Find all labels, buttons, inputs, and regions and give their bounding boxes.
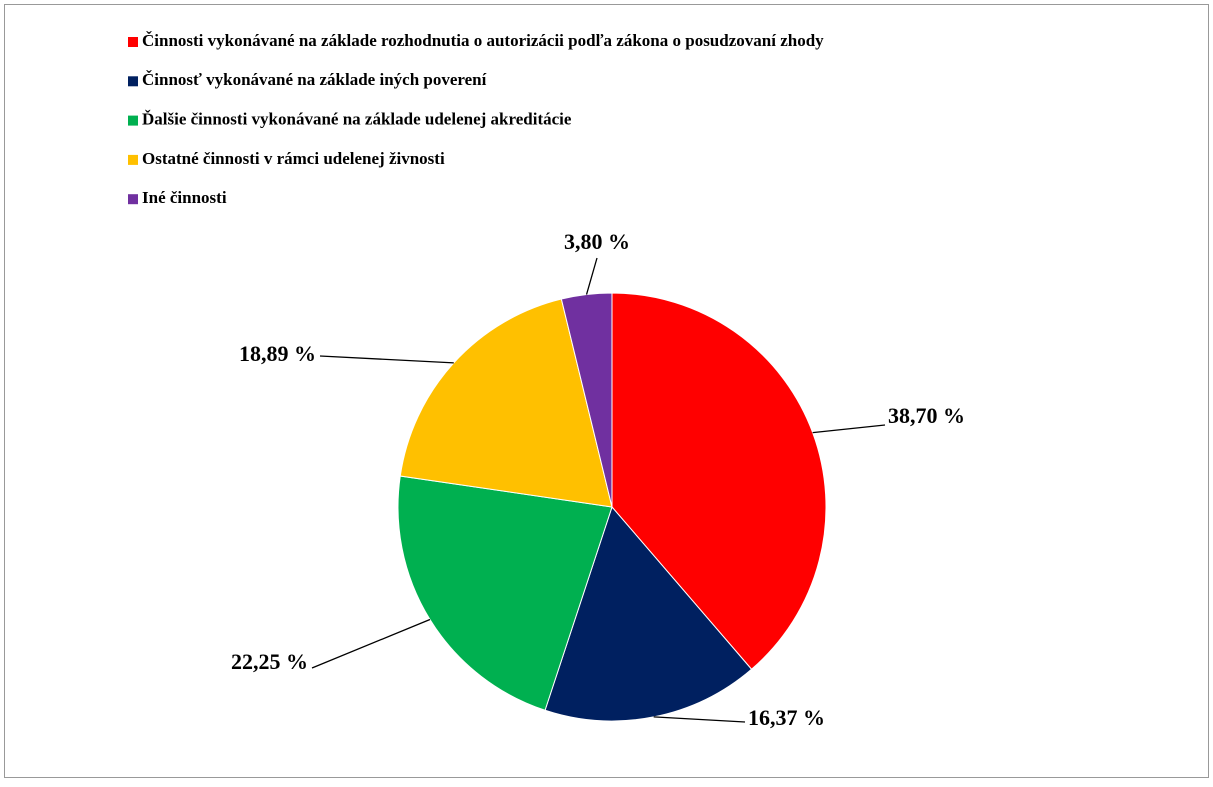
pie-slice bbox=[397, 475, 613, 711]
legend-label: Ďalšie činnosti vykonávané na základe ud… bbox=[142, 110, 572, 129]
leader-line bbox=[812, 424, 886, 434]
pie-slice bbox=[544, 506, 753, 722]
data-label: 38,70 % bbox=[888, 403, 965, 428]
pie-slice bbox=[611, 292, 827, 670]
leader-line bbox=[653, 716, 746, 723]
legend-swatch bbox=[128, 194, 138, 205]
leader-line bbox=[311, 618, 431, 669]
legend-label: Ostatné činnosti v rámci udelenej živnos… bbox=[142, 149, 445, 168]
pie-slice bbox=[560, 292, 613, 508]
data-label: 18,89 % bbox=[239, 341, 316, 366]
leader-line bbox=[585, 257, 598, 295]
legend-label: Činnosť vykonávané na základe iných pove… bbox=[142, 70, 487, 89]
legend-swatch bbox=[128, 76, 138, 87]
legend-swatch bbox=[128, 37, 138, 47]
data-label: 22,25 % bbox=[231, 649, 308, 674]
pie-slice bbox=[399, 298, 613, 508]
leader-line bbox=[319, 355, 454, 364]
data-label: 16,37 % bbox=[748, 705, 825, 730]
legend-label: Činnosti vykonávané na základe rozhodnut… bbox=[142, 31, 824, 50]
legend-swatch bbox=[128, 154, 138, 165]
data-label: 3,80 % bbox=[564, 229, 630, 254]
legend-swatch bbox=[128, 115, 138, 126]
legend-label: Iné činnosti bbox=[142, 188, 227, 207]
